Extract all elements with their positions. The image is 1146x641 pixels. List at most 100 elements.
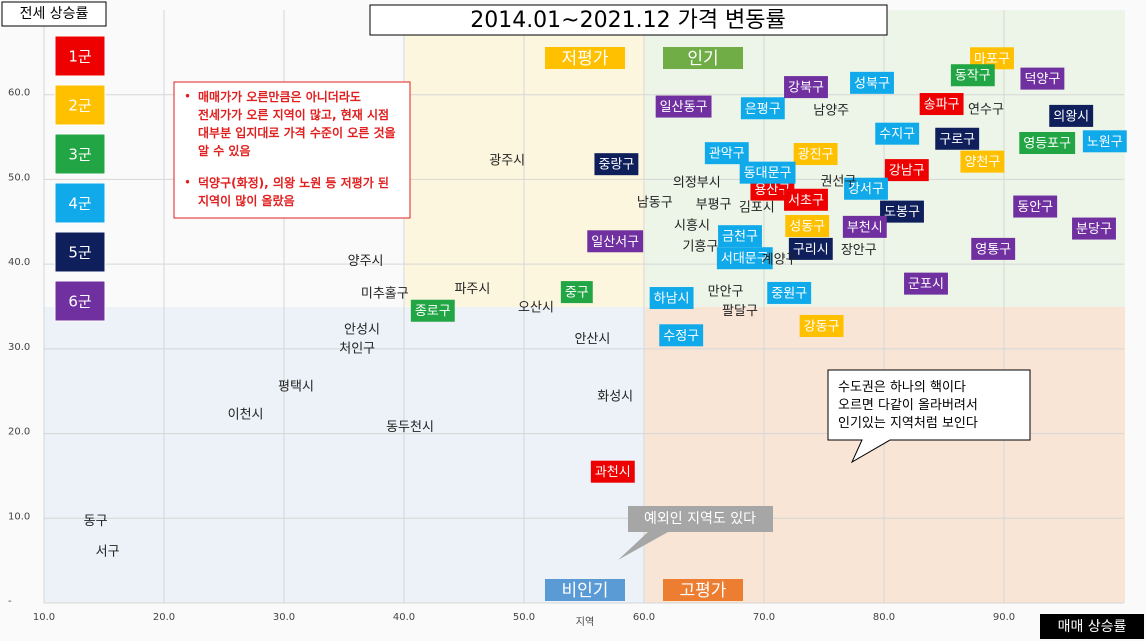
point-label-box bbox=[659, 324, 704, 347]
quadrant-label-box bbox=[545, 579, 625, 601]
legend-label: 3군 bbox=[68, 146, 92, 164]
point-label-box bbox=[1019, 132, 1076, 155]
x-axis-label: 매매 상승률 bbox=[1058, 619, 1127, 635]
point-label: 중구 bbox=[565, 286, 589, 301]
point-label: 강서구 bbox=[848, 182, 884, 197]
point-label: 동작구 bbox=[955, 69, 991, 84]
point-label-box bbox=[750, 178, 795, 201]
point-label: 의정부시 bbox=[673, 175, 721, 190]
y-tick-label: 60.0 bbox=[8, 88, 30, 99]
point-label: 안성시 bbox=[344, 323, 380, 338]
note-line: 알 수 있음 bbox=[198, 143, 251, 158]
point-label-box bbox=[793, 143, 838, 166]
point-label: 의왕시 bbox=[1053, 109, 1089, 124]
point-label: 중원구 bbox=[771, 286, 807, 301]
legend-label: 4군 bbox=[68, 195, 92, 213]
point-label-box bbox=[590, 460, 635, 483]
point-label: 동두천시 bbox=[386, 420, 434, 435]
point-label-box bbox=[875, 122, 920, 145]
point-label-box bbox=[788, 237, 833, 260]
callout-box bbox=[827, 369, 1031, 464]
point-label: 안산시 bbox=[574, 332, 610, 347]
point-label: 마포구 bbox=[974, 52, 1010, 67]
point-label: 광주시 bbox=[489, 153, 525, 168]
callout-text: 수도권은 하나의 핵이다 오르면 다같이 올라버려서 인기있는 지역처럼 보인다 bbox=[838, 380, 978, 431]
point-label-box bbox=[919, 93, 964, 116]
point-label: 강북구 bbox=[788, 81, 824, 96]
point-label: 관악구 bbox=[709, 147, 745, 162]
note-line: 전세가가 오른 지역이 많고, 현재 시점 bbox=[198, 107, 389, 122]
x-tick-label: 20.0 bbox=[153, 612, 175, 623]
y-tick-label: 20.0 bbox=[8, 427, 30, 438]
legend-label: 2군 bbox=[68, 97, 92, 115]
point-label: 종로구 bbox=[415, 304, 451, 319]
point-label-box bbox=[850, 71, 894, 94]
point-label: 만안구 bbox=[708, 285, 744, 300]
y-tick-label: 50.0 bbox=[8, 172, 30, 183]
x-tick-label: 80.0 bbox=[873, 612, 895, 623]
legend-swatch bbox=[54, 133, 106, 175]
note-bullet: • bbox=[184, 176, 191, 190]
point-label: 미추홀구 bbox=[361, 286, 409, 301]
point-label-box bbox=[844, 177, 888, 200]
point-label-box bbox=[767, 281, 812, 304]
quadrant-bg bbox=[645, 307, 1125, 603]
x-tick-label: 50.0 bbox=[513, 612, 535, 623]
point-label: 구리시 bbox=[793, 242, 829, 257]
point-label: 권선구 bbox=[820, 174, 856, 189]
legend-swatch bbox=[54, 182, 106, 224]
point-label: 기흥구 bbox=[682, 240, 718, 255]
chart-title: 2014.01~2021.12 가격 변동률 bbox=[470, 8, 786, 33]
x-tick-label: 30.0 bbox=[273, 612, 295, 623]
legend-label: 1군 bbox=[68, 48, 92, 66]
point-label: 남양주 bbox=[813, 103, 849, 118]
point-label: 강동구 bbox=[804, 319, 840, 334]
note-box bbox=[173, 81, 411, 219]
point-label: 영등포구 bbox=[1023, 137, 1071, 152]
legend-swatch bbox=[54, 280, 106, 322]
point-label-box bbox=[704, 142, 749, 165]
point-label: 김포시 bbox=[739, 201, 775, 216]
point-label: 처인구 bbox=[339, 341, 375, 356]
note-line: 지역이 많이 올랐음 bbox=[198, 193, 295, 208]
point-label: 계양구 bbox=[762, 252, 798, 267]
note-line: 대부분 입지대로 가격 수준이 오른 것을 bbox=[198, 125, 396, 140]
point-label: 일산동구 bbox=[660, 100, 708, 115]
point-label-box bbox=[971, 237, 1016, 260]
point-label: 시흥시 bbox=[674, 219, 710, 234]
point-label-box bbox=[655, 95, 712, 118]
point-label: 중랑구 bbox=[598, 158, 634, 173]
point-label: 남동구 bbox=[637, 196, 673, 211]
point-label: 하남시 bbox=[654, 292, 690, 307]
title-box bbox=[369, 4, 888, 36]
point-label-box bbox=[718, 225, 762, 248]
point-label: 성동구 bbox=[789, 220, 825, 235]
legend-swatch bbox=[54, 35, 106, 77]
point-label-box bbox=[716, 247, 773, 270]
point-label: 도봉구 bbox=[884, 205, 920, 220]
point-label-box bbox=[1013, 195, 1058, 218]
point-label-box bbox=[950, 64, 995, 87]
point-label-box bbox=[1082, 130, 1127, 153]
point-label: 파주시 bbox=[454, 282, 490, 297]
point-label: 수지구 bbox=[879, 127, 915, 142]
point-label: 과천시 bbox=[595, 465, 631, 480]
quadrant-label-box bbox=[545, 47, 625, 69]
point-label-box bbox=[842, 215, 887, 238]
point-label: 덕양구 bbox=[1024, 72, 1060, 87]
quadrant-label: 비인기 bbox=[562, 581, 609, 601]
x-tick-label: 10.0 bbox=[33, 612, 55, 623]
point-label: 양천구 bbox=[964, 155, 1000, 170]
y-tick-label: 40.0 bbox=[8, 257, 30, 268]
point-label: 동대문구 bbox=[744, 166, 792, 181]
quadrant-label: 저평가 bbox=[562, 49, 609, 69]
point-label: 성북구 bbox=[854, 76, 890, 91]
callout-line: 오르면 다같이 올라버려서 bbox=[838, 398, 978, 413]
legend-swatch bbox=[54, 231, 106, 273]
point-label-box bbox=[784, 188, 828, 211]
x-label-box bbox=[1040, 614, 1144, 639]
x-tick-label: 70.0 bbox=[753, 612, 775, 623]
point-label-box bbox=[785, 215, 830, 238]
point-label: 영통구 bbox=[975, 242, 1011, 257]
